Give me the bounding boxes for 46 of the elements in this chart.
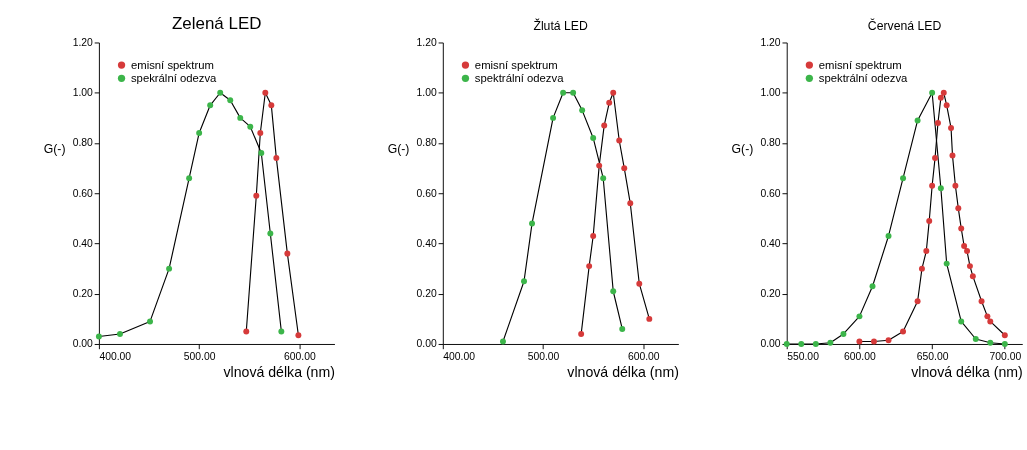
x-axis-title: vlnová délka (nm) (567, 363, 679, 380)
legend-label: spektrální odezva (818, 72, 909, 85)
legend-label: spektrální odezva (474, 72, 565, 85)
y-tick-label: 0.80 (72, 137, 94, 149)
x-tick-label: 600.00 (284, 350, 316, 362)
y-tick-label: 1.20 (416, 36, 437, 48)
y-tick-label: 0.00 (72, 338, 94, 350)
y-axis-title: G(-) (731, 142, 754, 157)
x-tick-label: 400.00 (443, 350, 476, 362)
y-tick-label: 0.60 (760, 187, 781, 199)
x-tick-label: 400.00 (99, 350, 132, 362)
y-tick-label: 0.00 (760, 338, 781, 350)
y-tick-label: 0.60 (416, 187, 437, 199)
y-axis-title: G(-) (43, 142, 66, 157)
y-tick-label: 0.20 (760, 288, 781, 300)
y-tick-label: 0.20 (72, 288, 94, 300)
y-tick-label: 0.20 (416, 288, 437, 300)
y-tick-label: 0.80 (416, 137, 437, 149)
chart-title: Červená LED (867, 18, 942, 34)
y-tick-label: 1.00 (72, 87, 94, 99)
x-axis-title: vlnová délka (nm) (911, 363, 1023, 380)
y-tick-label: 1.00 (416, 87, 437, 99)
y-tick-label: 1.20 (72, 36, 94, 48)
y-tick-label: 1.20 (760, 36, 781, 48)
y-tick-label: 0.40 (72, 237, 94, 249)
x-tick-label: 500.00 (527, 350, 560, 362)
y-tick-label: 0.00 (416, 338, 437, 350)
y-tick-label: 0.60 (72, 187, 94, 199)
chart-title: Zelená LED (171, 14, 262, 34)
x-tick-label: 650.00 (916, 350, 949, 362)
x-tick-label: 700.00 (989, 350, 1022, 362)
x-tick-label: 600.00 (627, 350, 660, 362)
x-axis-title: vlnová délka (nm) (223, 363, 335, 380)
y-tick-label: 1.00 (760, 87, 781, 99)
chart-title: Žlutá LED (533, 18, 588, 34)
x-tick-label: 500.00 (183, 350, 216, 362)
legend-label: emisní spektrum (130, 58, 214, 71)
legend-label: emisní spektrum (474, 58, 558, 71)
x-tick-label: 550.00 (787, 350, 820, 362)
x-tick-label: 600.00 (844, 350, 876, 362)
y-tick-label: 0.40 (760, 237, 781, 249)
legend-label: spekrální odezva (130, 72, 218, 85)
y-tick-label: 0.80 (760, 137, 781, 149)
y-tick-label: 0.40 (416, 237, 437, 249)
legend-label: emisní spektrum (818, 58, 902, 71)
y-axis-title: G(-) (387, 142, 410, 157)
